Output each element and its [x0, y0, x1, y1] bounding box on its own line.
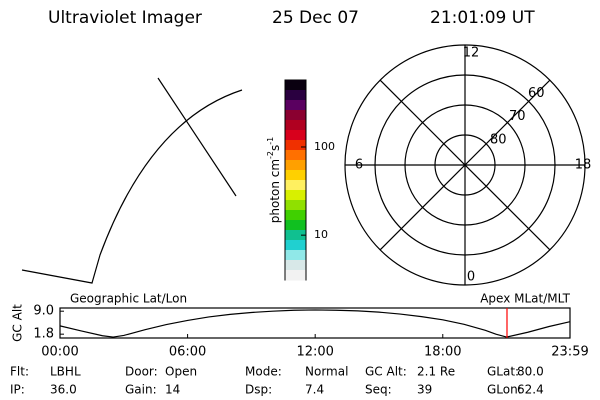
y-tick-label: 9.0	[33, 304, 54, 319]
info-label: GLat:	[487, 365, 519, 379]
info-value: 39	[417, 383, 432, 397]
polar-spoke	[379, 79, 551, 251]
mlt-label: 18	[575, 158, 592, 173]
color-step	[285, 110, 306, 121]
mlt-label: 12	[463, 46, 480, 61]
color-step	[285, 190, 306, 201]
info-label: Dsp:	[245, 383, 272, 397]
color-step	[285, 180, 306, 191]
info-value: 7.4	[305, 383, 324, 397]
y-tick-label: 1.8	[33, 327, 54, 342]
color-step	[285, 80, 306, 91]
mlt-label: 6	[355, 158, 363, 173]
color-step	[285, 130, 306, 141]
info-label: GC Alt:	[365, 365, 407, 379]
colorbar-label-part: -1	[266, 137, 275, 145]
colorbar-tick-label: 100	[314, 140, 335, 153]
info-label: GLon:	[487, 383, 522, 397]
color-step	[285, 240, 306, 251]
color-step	[285, 210, 306, 221]
color-step	[285, 90, 306, 101]
color-step	[285, 270, 306, 281]
mlt-label: 0	[467, 270, 475, 285]
y-axis-label: GC Alt	[11, 304, 25, 342]
color-step	[285, 250, 306, 261]
info-label: IP:	[10, 383, 25, 397]
info-value: 36.0	[50, 383, 77, 397]
meridian-line	[157, 77, 237, 197]
color-step	[285, 230, 306, 241]
info-value: LBHL	[50, 365, 81, 379]
color-step	[285, 200, 306, 211]
info-label: Gain:	[125, 383, 157, 397]
map-lines	[21, 77, 243, 284]
color-step	[285, 140, 306, 151]
x-tick-label: 23:59	[551, 345, 588, 360]
colorbar-tick-label: 10	[314, 228, 328, 241]
info-value: Open	[165, 365, 197, 379]
colorbar-label-part: photon cm	[268, 159, 282, 223]
info-label: Seq:	[365, 383, 392, 397]
x-tick-label: 12:00	[296, 345, 333, 360]
color-step	[285, 160, 306, 171]
color-step	[285, 100, 306, 111]
plot-title-right: Apex MLat/MLT	[480, 292, 570, 306]
coast-line	[21, 89, 243, 284]
gc-alt-line	[59, 309, 571, 338]
x-tick-label: 18:00	[424, 345, 461, 360]
info-value: 62.4	[517, 383, 544, 397]
x-tick-label: 06:00	[169, 345, 206, 360]
colorbar-label-part: -2	[266, 151, 275, 159]
info-label: Mode:	[245, 365, 282, 379]
color-step	[285, 150, 306, 161]
color-step	[285, 220, 306, 231]
lat-label: 80	[490, 132, 507, 147]
info-label: Door:	[125, 365, 158, 379]
color-step	[285, 260, 306, 271]
info-value: 14	[165, 383, 180, 397]
colorbar-label-part: s	[268, 145, 282, 151]
info-value: 2.1 Re	[417, 365, 455, 379]
colorbar-label: photon cm-2s-1	[266, 137, 282, 224]
color-step	[285, 170, 306, 181]
time: 21:01:09 UT	[430, 8, 535, 28]
color-step	[285, 120, 306, 131]
plot-title-left: Geographic Lat/Lon	[70, 292, 187, 306]
date: 25 Dec 07	[272, 8, 359, 28]
lat-label: 70	[509, 109, 526, 124]
info-label: Flt:	[10, 365, 29, 379]
x-tick-label: 00:00	[41, 345, 78, 360]
title: Ultraviolet Imager	[48, 8, 202, 28]
info-value: 80.0	[517, 365, 544, 379]
info-value: Normal	[305, 365, 348, 379]
